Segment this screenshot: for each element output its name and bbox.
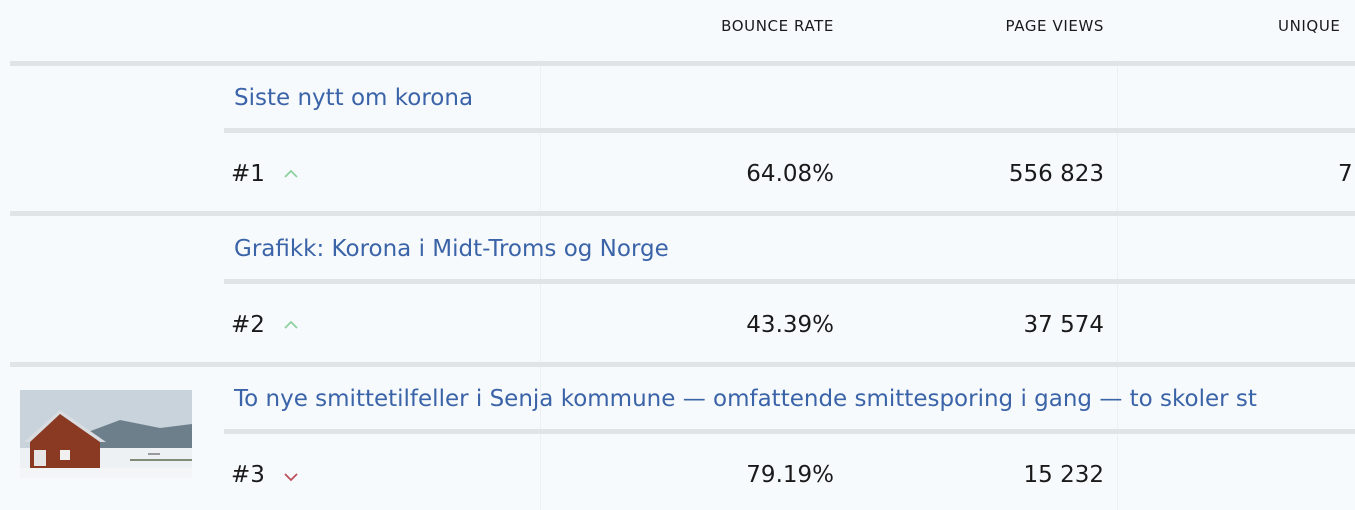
article-title[interactable]: Siste nytt om korona xyxy=(234,85,474,111)
row-separator xyxy=(224,429,1355,434)
row-separator xyxy=(10,211,1355,216)
column-header[interactable]: PAGE VIEWS xyxy=(1005,17,1104,35)
rank: #2 xyxy=(231,311,265,338)
column-header[interactable]: BOUNCE RATE xyxy=(721,17,834,35)
column-divider xyxy=(1117,60,1118,510)
bounce-rate: 64.08% xyxy=(746,161,834,187)
page-views: 15 232 xyxy=(1023,462,1104,488)
column-divider xyxy=(540,60,541,510)
bounce-rate: 43.39% xyxy=(746,311,834,338)
article-title[interactable]: Grafikk: Korona i Midt-Troms og Norge xyxy=(234,235,669,262)
row-separator xyxy=(10,361,1355,367)
rank: #3 xyxy=(231,462,265,488)
unique-visitors: 7 xyxy=(1338,161,1353,187)
trend-icon xyxy=(283,315,299,334)
trend-icon xyxy=(283,467,299,486)
column-header[interactable]: UNIQUE xyxy=(1278,17,1341,35)
article-title[interactable]: To nye smittetilfeller i Senja kommune —… xyxy=(234,386,1257,412)
thumbnail xyxy=(20,390,192,478)
page-views: 37 574 xyxy=(1023,311,1104,338)
page-views: 556 823 xyxy=(1008,161,1104,187)
row-separator xyxy=(224,278,1355,284)
row-separator xyxy=(224,128,1355,133)
rank: #1 xyxy=(231,161,265,187)
bounce-rate: 79.19% xyxy=(746,462,834,488)
row-separator xyxy=(10,61,1355,66)
trend-icon xyxy=(283,164,299,183)
